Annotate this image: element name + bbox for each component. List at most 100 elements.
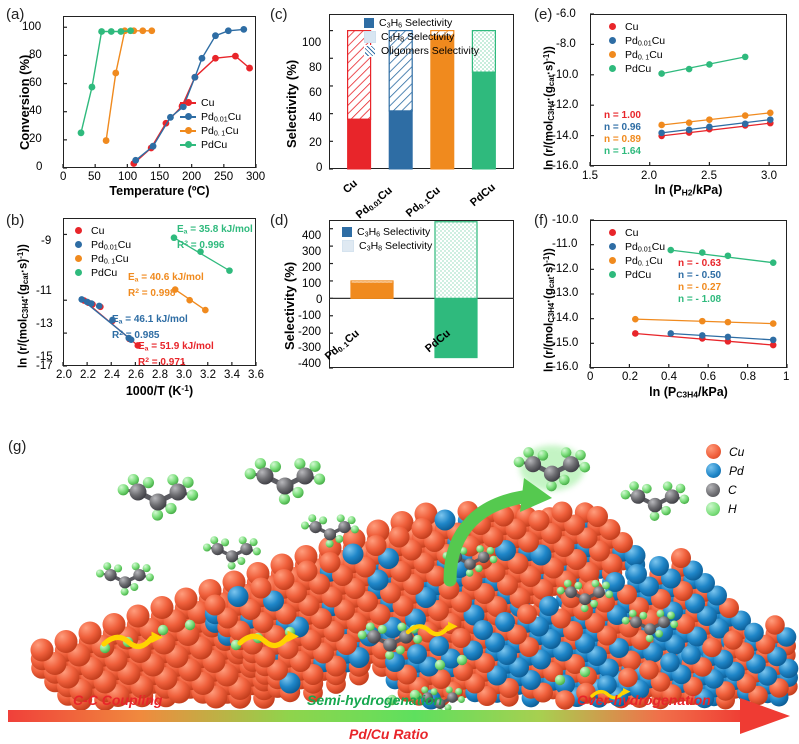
h-atom (489, 555, 498, 564)
legend-item-pd001cu: Pd0.01Cu (70, 238, 131, 252)
cu-atom (273, 569, 295, 590)
c-atom (647, 497, 663, 513)
cu-atom (311, 608, 332, 629)
h-atom (335, 535, 344, 543)
panel-f-xtick: 0.2 (622, 371, 638, 383)
cu-atom (369, 604, 391, 625)
panel-a-legend: Cu Pd0.01Cu Pd0. 1Cu PdCu (180, 96, 241, 152)
molecule (300, 514, 359, 548)
cu-atom (428, 600, 449, 621)
cu-atom (252, 612, 274, 633)
cu-atom (319, 552, 341, 573)
panel-a-ytick: 80 (29, 49, 42, 61)
cu-atom (380, 582, 401, 604)
panel-a-ytick: 60 (29, 77, 42, 89)
cu-atom (484, 561, 506, 583)
panel-f-canvas (589, 219, 788, 369)
c-atom (579, 593, 591, 606)
pd-atom (685, 593, 705, 614)
pd-atom (541, 629, 561, 649)
legend-swatch-c3h6 (364, 18, 374, 28)
cu-atom (397, 664, 417, 685)
panel-f-xtick: 0 (587, 371, 594, 383)
panel-e-label: (e) (534, 6, 553, 23)
cu-atom (675, 614, 695, 634)
axis-label-pd-cu-ratio: Pd/Cu Ratio (349, 726, 429, 742)
cu-atom (54, 630, 78, 653)
h-atom (227, 561, 236, 570)
hydrogen-migration-arrow (101, 631, 163, 650)
h-atom (675, 483, 686, 494)
h-atom (430, 688, 438, 696)
h-atom (523, 447, 534, 458)
cu-atom (631, 630, 651, 650)
c-atom (211, 543, 224, 556)
molecule (620, 481, 690, 521)
h-atom (575, 449, 586, 461)
legend-label: C3H8 Selectivity (359, 239, 433, 253)
h-atom (377, 624, 387, 634)
legend-item-c3h8: C3H8 Selectivity (342, 239, 432, 253)
h-atom (114, 564, 123, 573)
hydrogen-migration-arrow (405, 621, 458, 637)
pd-atom (597, 675, 617, 695)
h-atom (579, 461, 591, 473)
h-atom (210, 536, 219, 545)
panel-f-annotation-pd001cu: n = - 0.50 (678, 270, 722, 281)
panel-c-ytick: 100 (302, 37, 322, 49)
legend-item-cu: Cu (180, 96, 241, 110)
legend-marker-pdcu (70, 269, 86, 276)
pd-atom (599, 658, 619, 679)
panel-f-ytick: -13.0 (552, 287, 579, 299)
c-atom (276, 477, 294, 495)
h-atom (347, 516, 356, 525)
c-atom (422, 692, 433, 703)
desorption-arrow (443, 489, 537, 587)
h-atom (397, 622, 407, 632)
c-atom (118, 576, 132, 589)
cu-atom (431, 669, 451, 689)
h-atom (357, 630, 367, 640)
cu-atom (323, 621, 345, 642)
cu-atom (355, 556, 376, 578)
h-atom (560, 447, 572, 458)
cu-atom (673, 581, 693, 601)
cu-atom (507, 553, 529, 574)
h-atom (385, 650, 395, 660)
cu-atom (585, 613, 605, 633)
cu-atom (551, 501, 573, 523)
legend-marker-pd01cu (604, 51, 620, 58)
panel-d-ytick: 200 (302, 262, 322, 274)
c-atom (593, 586, 605, 599)
c-atom (309, 521, 322, 534)
cu-atom (424, 531, 445, 552)
cu-atom (126, 604, 150, 628)
molecule (513, 445, 591, 492)
panel-b-xlabel: 1000/T (K-1) (125, 383, 194, 398)
c-atom (524, 456, 542, 473)
region-label-semi-hydrogenation: Semi-hydrogenation (307, 692, 443, 708)
pd-atom (605, 572, 625, 592)
legend-label: Pd0. 1Cu (625, 254, 663, 268)
panel-d-ytick: -300 (298, 342, 322, 354)
pd-atom (419, 656, 439, 677)
cu-atom (702, 637, 722, 658)
pd-atom (639, 576, 659, 597)
h-atom (546, 480, 557, 492)
cu-atom (451, 628, 471, 648)
panel-b: (b) ln (r/(molC3H4·(gcat·s)-1)) 1000/T (… (0, 200, 268, 400)
panel-g-schematic (8, 445, 799, 734)
cu-atom (541, 523, 562, 544)
pd-atom (687, 626, 707, 647)
panel-b-ytick: -13 (36, 318, 53, 330)
pd-atom (683, 560, 703, 581)
cu-atom (518, 531, 539, 553)
pd-atom (487, 665, 507, 686)
h-atom-adsorbed (157, 624, 169, 636)
h-atom (645, 634, 654, 643)
panel-b-xtick: 2.6 (128, 369, 144, 381)
atom-icon-cu (706, 444, 721, 459)
hydrogen-migration-arrow (237, 630, 299, 649)
panel-f-legend: Cu Pd0.01Cu Pd0. 1Cu PdCu (604, 226, 665, 282)
h-atom (237, 557, 246, 565)
